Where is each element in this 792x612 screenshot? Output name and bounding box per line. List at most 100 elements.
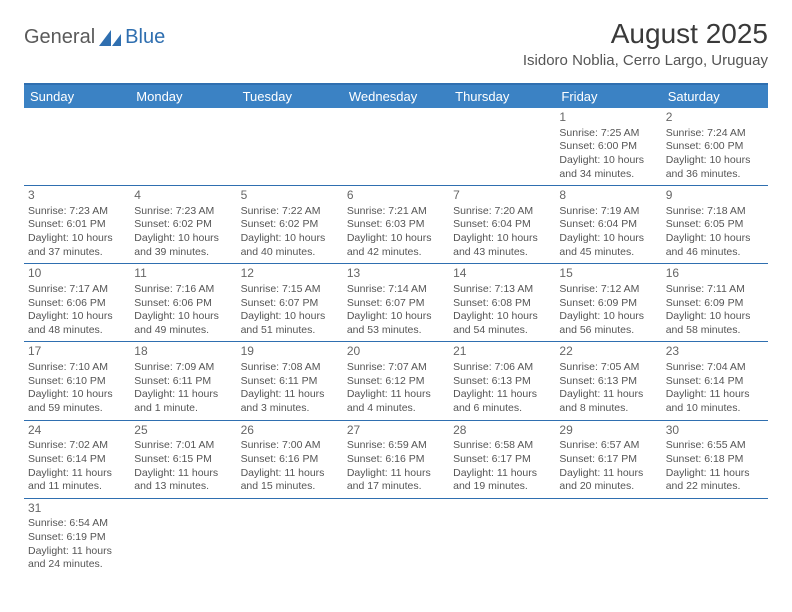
day-cell: 22Sunrise: 7:05 AMSunset: 6:13 PMDayligh…: [555, 342, 661, 419]
day-line: Daylight: 11 hours: [559, 467, 657, 481]
day-line: Daylight: 11 hours: [559, 388, 657, 402]
day-line: Daylight: 11 hours: [134, 388, 232, 402]
weekday-row: SundayMondayTuesdayWednesdayThursdayFrid…: [24, 85, 768, 108]
day-line: Sunrise: 7:04 AM: [666, 361, 764, 375]
day-line: Sunrise: 7:25 AM: [559, 127, 657, 141]
day-line: Sunset: 6:04 PM: [453, 218, 551, 232]
day-cell: 3Sunrise: 7:23 AMSunset: 6:01 PMDaylight…: [24, 186, 130, 263]
day-number: 17: [28, 344, 126, 360]
day-line: and 45 minutes.: [559, 246, 657, 260]
day-line: Sunrise: 7:17 AM: [28, 283, 126, 297]
day-cell: 27Sunrise: 6:59 AMSunset: 6:16 PMDayligh…: [343, 421, 449, 498]
weekday-header: Wednesday: [343, 85, 449, 108]
day-line: Daylight: 10 hours: [666, 310, 764, 324]
day-cell: 1Sunrise: 7:25 AMSunset: 6:00 PMDaylight…: [555, 108, 661, 185]
day-line: and 54 minutes.: [453, 324, 551, 338]
day-line: Daylight: 10 hours: [666, 154, 764, 168]
day-number: 14: [453, 266, 551, 282]
day-cell: 17Sunrise: 7:10 AMSunset: 6:10 PMDayligh…: [24, 342, 130, 419]
day-line: Sunset: 6:04 PM: [559, 218, 657, 232]
logo: General Blue: [24, 26, 165, 49]
day-cell: 11Sunrise: 7:16 AMSunset: 6:06 PMDayligh…: [130, 264, 236, 341]
calendar: SundayMondayTuesdayWednesdayThursdayFrid…: [24, 83, 768, 576]
day-line: Sunset: 6:16 PM: [241, 453, 339, 467]
day-number: 8: [559, 188, 657, 204]
day-line: Sunrise: 6:54 AM: [28, 517, 126, 531]
day-line: and 48 minutes.: [28, 324, 126, 338]
day-line: Sunset: 6:19 PM: [28, 531, 126, 545]
day-line: Sunrise: 7:01 AM: [134, 439, 232, 453]
day-line: Sunrise: 7:19 AM: [559, 205, 657, 219]
day-line: and 19 minutes.: [453, 480, 551, 494]
day-line: and 17 minutes.: [347, 480, 445, 494]
day-line: and 46 minutes.: [666, 246, 764, 260]
day-line: Sunset: 6:05 PM: [666, 218, 764, 232]
day-cell: 23Sunrise: 7:04 AMSunset: 6:14 PMDayligh…: [662, 342, 768, 419]
day-line: Sunrise: 7:13 AM: [453, 283, 551, 297]
day-line: Sunset: 6:07 PM: [347, 297, 445, 311]
day-line: Daylight: 10 hours: [453, 310, 551, 324]
day-line: Daylight: 10 hours: [28, 388, 126, 402]
day-number: 15: [559, 266, 657, 282]
day-line: Sunrise: 6:58 AM: [453, 439, 551, 453]
day-number: 25: [134, 423, 232, 439]
day-cell: 28Sunrise: 6:58 AMSunset: 6:17 PMDayligh…: [449, 421, 555, 498]
day-number: 5: [241, 188, 339, 204]
day-number: 12: [241, 266, 339, 282]
day-number: 4: [134, 188, 232, 204]
day-line: Daylight: 10 hours: [28, 310, 126, 324]
day-line: Sunset: 6:14 PM: [28, 453, 126, 467]
day-line: Daylight: 10 hours: [134, 232, 232, 246]
day-line: and 40 minutes.: [241, 246, 339, 260]
day-number: 29: [559, 423, 657, 439]
day-number: 6: [347, 188, 445, 204]
day-line: and 10 minutes.: [666, 402, 764, 416]
day-line: Daylight: 11 hours: [666, 388, 764, 402]
day-line: Sunrise: 7:10 AM: [28, 361, 126, 375]
day-cell: 16Sunrise: 7:11 AMSunset: 6:09 PMDayligh…: [662, 264, 768, 341]
day-line: Sunrise: 7:24 AM: [666, 127, 764, 141]
day-line: Sunrise: 7:18 AM: [666, 205, 764, 219]
day-line: and 13 minutes.: [134, 480, 232, 494]
day-line: and 43 minutes.: [453, 246, 551, 260]
day-number: 28: [453, 423, 551, 439]
day-cell: 4Sunrise: 7:23 AMSunset: 6:02 PMDaylight…: [130, 186, 236, 263]
day-number: 26: [241, 423, 339, 439]
day-line: Sunset: 6:07 PM: [241, 297, 339, 311]
day-line: Sunset: 6:11 PM: [241, 375, 339, 389]
day-cell: 21Sunrise: 7:06 AMSunset: 6:13 PMDayligh…: [449, 342, 555, 419]
day-line: Sunrise: 7:22 AM: [241, 205, 339, 219]
day-line: Daylight: 11 hours: [28, 467, 126, 481]
day-line: Sunrise: 6:55 AM: [666, 439, 764, 453]
day-cell-empty: [237, 108, 343, 185]
day-number: 23: [666, 344, 764, 360]
day-line: and 37 minutes.: [28, 246, 126, 260]
day-number: 2: [666, 110, 764, 126]
day-line: and 49 minutes.: [134, 324, 232, 338]
day-cell: 6Sunrise: 7:21 AMSunset: 6:03 PMDaylight…: [343, 186, 449, 263]
day-cell: 13Sunrise: 7:14 AMSunset: 6:07 PMDayligh…: [343, 264, 449, 341]
week-row: 1Sunrise: 7:25 AMSunset: 6:00 PMDaylight…: [24, 108, 768, 186]
day-cell: 8Sunrise: 7:19 AMSunset: 6:04 PMDaylight…: [555, 186, 661, 263]
header: General Blue August 2025 Isidoro Noblia,…: [0, 0, 792, 77]
day-number: 30: [666, 423, 764, 439]
week-row: 17Sunrise: 7:10 AMSunset: 6:10 PMDayligh…: [24, 342, 768, 420]
day-line: Daylight: 10 hours: [241, 232, 339, 246]
day-cell-empty: [343, 108, 449, 185]
day-line: Sunrise: 7:21 AM: [347, 205, 445, 219]
day-line: and 4 minutes.: [347, 402, 445, 416]
day-line: Sunset: 6:17 PM: [453, 453, 551, 467]
week-row: 31Sunrise: 6:54 AMSunset: 6:19 PMDayligh…: [24, 499, 768, 576]
day-cell: 24Sunrise: 7:02 AMSunset: 6:14 PMDayligh…: [24, 421, 130, 498]
day-line: Daylight: 10 hours: [559, 154, 657, 168]
day-number: 20: [347, 344, 445, 360]
day-line: Daylight: 11 hours: [28, 545, 126, 559]
day-line: Daylight: 11 hours: [347, 467, 445, 481]
day-cell: 15Sunrise: 7:12 AMSunset: 6:09 PMDayligh…: [555, 264, 661, 341]
day-line: Daylight: 10 hours: [347, 310, 445, 324]
day-line: and 39 minutes.: [134, 246, 232, 260]
day-cell-empty: [130, 499, 236, 576]
day-line: and 20 minutes.: [559, 480, 657, 494]
day-line: Daylight: 10 hours: [453, 232, 551, 246]
day-number: 27: [347, 423, 445, 439]
